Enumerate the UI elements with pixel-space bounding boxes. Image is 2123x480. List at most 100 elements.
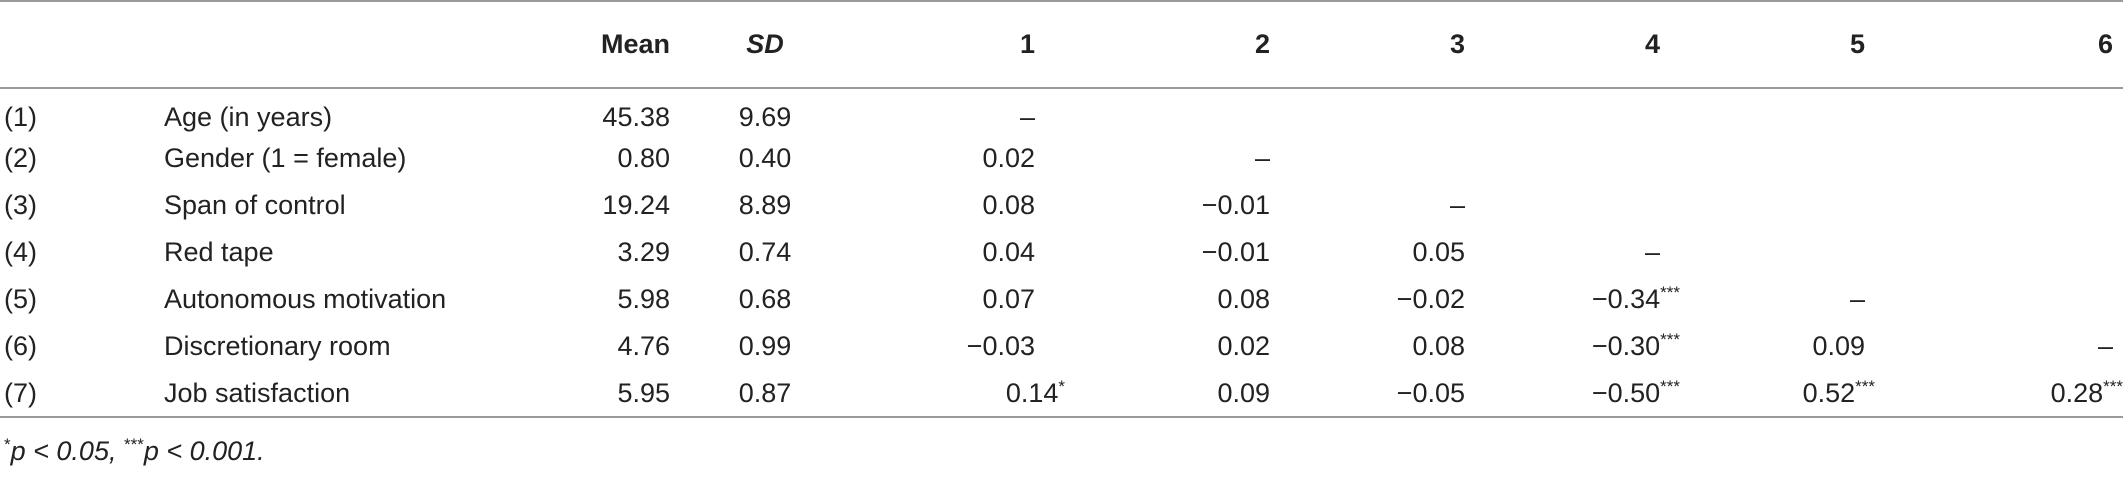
correlation-value: – (1254, 143, 1270, 173)
correlation-value: – (1449, 190, 1465, 220)
significance-marker: *** (1660, 330, 1680, 349)
correlation-cell-2: 0.09 (1065, 370, 1270, 417)
sd-value: 9.69 (738, 101, 792, 132)
header-mean: Mean (600, 29, 670, 59)
correlation-cell-6 (1875, 182, 2123, 229)
correlation-value: 0.08 (1412, 331, 1465, 361)
footnote-text-2: p < 0.001. (143, 436, 265, 466)
sd-value: 0.99 (738, 331, 792, 361)
variable-name: Discretionary room (164, 331, 391, 361)
correlation-cell-4: −0.30*** (1475, 323, 1680, 370)
correlation-value: −0.03 (966, 331, 1035, 361)
correlation-cell-4: −0.34*** (1475, 276, 1680, 323)
correlation-cell-4: – (1475, 229, 1680, 276)
variable-name: Red tape (164, 237, 274, 267)
correlation-value: 0.09 (1812, 331, 1865, 361)
correlation-cell-4: −0.50*** (1475, 370, 1680, 417)
header-sd: SD (746, 29, 784, 59)
table-row: (5) Autonomous motivation 5.98 0.68 0.07 0.08… (0, 276, 2123, 323)
table-row: (7) Job satisfaction 5.95 0.87 0.14* 0.09 −0.0… (0, 370, 2123, 417)
footnote-text-1: p < 0.05, (10, 436, 124, 466)
header-row: Mean SD 1 2 3 4 5 6 (0, 1, 2123, 88)
table-row: (6) Discretionary room 4.76 0.99 −0.03 0.02 0.… (0, 323, 2123, 370)
correlation-value: 0.05 (1412, 237, 1465, 267)
correlation-value: −0.30 (1591, 331, 1661, 361)
correlation-cell-4 (1475, 135, 1680, 182)
correlation-value: −0.05 (1396, 377, 1465, 408)
variable-name: Job satisfaction (164, 377, 351, 408)
mean-value: 5.95 (617, 377, 670, 408)
correlation-cell-5: 0.52*** (1680, 370, 1875, 417)
significance-marker: * (1058, 376, 1065, 396)
variable-name: Gender (1 = female) (164, 143, 407, 173)
correlation-cell-6 (1875, 135, 2123, 182)
correlation-cell-4 (1475, 88, 1680, 135)
correlation-value: – (2097, 331, 2113, 361)
correlation-table-container: Mean SD 1 2 3 4 5 6 (1) Age (in years) 45.… (0, 1, 2123, 417)
row-number: (7) (4, 377, 37, 408)
correlation-cell-3 (1270, 135, 1475, 182)
variable-name: Autonomous motivation (164, 284, 447, 314)
correlation-cell-5: – (1680, 276, 1875, 323)
correlation-cell-1: 0.02 (860, 135, 1065, 182)
table-row: (1) Age (in years) 45.38 9.69 – (0, 88, 2123, 135)
correlation-cell-5 (1680, 182, 1875, 229)
mean-value: 19.24 (602, 190, 670, 220)
footnote-sup-2: *** (123, 435, 144, 454)
row-number: (5) (4, 284, 37, 314)
mean-value: 45.38 (602, 101, 670, 132)
header-col-3: 3 (1449, 29, 1465, 59)
correlation-cell-1: 0.14* (860, 370, 1065, 417)
correlation-cell-6: 0.28*** (1875, 370, 2123, 417)
sd-value: 0.87 (738, 377, 792, 408)
correlation-cell-3: −0.02 (1270, 276, 1475, 323)
correlation-cell-5: 0.09 (1680, 323, 1875, 370)
correlation-cell-2 (1065, 88, 1270, 135)
sd-value: 0.40 (738, 143, 792, 173)
correlation-cell-4 (1475, 182, 1680, 229)
correlation-value: 0.09 (1217, 377, 1270, 408)
row-number: (6) (4, 331, 37, 361)
table-row: (2) Gender (1 = female) 0.80 0.40 0.02 – (0, 135, 2123, 182)
header-col-1: 1 (1019, 29, 1035, 59)
correlation-value: −0.02 (1396, 284, 1465, 314)
correlation-value: 0.04 (982, 237, 1035, 267)
correlation-cell-2: −0.01 (1065, 229, 1270, 276)
correlation-cell-2: 0.08 (1065, 276, 1270, 323)
correlation-value: −0.34 (1591, 284, 1661, 314)
mean-value: 3.29 (617, 237, 670, 267)
correlation-cell-5 (1680, 135, 1875, 182)
correlation-cell-2: −0.01 (1065, 182, 1270, 229)
table-footnote: *p < 0.05, ***p < 0.001. (4, 436, 265, 467)
header-col-4: 4 (1644, 29, 1660, 59)
significance-marker: *** (1855, 376, 1875, 396)
correlation-cell-6 (1875, 276, 2123, 323)
row-number: (2) (4, 143, 37, 173)
sd-value: 0.68 (738, 284, 792, 314)
correlation-cell-1: −0.03 (860, 323, 1065, 370)
header-blank-var (160, 1, 530, 88)
correlation-cell-1: 0.04 (860, 229, 1065, 276)
row-number: (3) (4, 190, 37, 220)
correlation-table: Mean SD 1 2 3 4 5 6 (1) Age (in years) 45.… (0, 1, 2123, 417)
correlation-value: 0.14 (1005, 377, 1059, 408)
variable-name: Span of control (164, 190, 346, 220)
significance-marker: *** (1660, 283, 1680, 302)
correlation-cell-1: 0.07 (860, 276, 1065, 323)
correlation-cell-5 (1680, 88, 1875, 135)
mean-value: 5.98 (617, 284, 670, 314)
correlation-cell-2: 0.02 (1065, 323, 1270, 370)
correlation-cell-5 (1680, 229, 1875, 276)
row-number: (1) (4, 101, 37, 132)
significance-marker: *** (2103, 376, 2123, 396)
sd-value: 8.89 (738, 190, 792, 220)
correlation-cell-2: – (1065, 135, 1270, 182)
correlation-value: – (1019, 101, 1035, 132)
correlation-value: −0.01 (1201, 237, 1270, 267)
table-body: (1) Age (in years) 45.38 9.69 – (2) Gender (1 … (0, 88, 2123, 417)
correlation-cell-6 (1875, 88, 2123, 135)
footnote-sup-1: * (4, 435, 11, 454)
correlation-value: −0.01 (1201, 190, 1270, 220)
correlation-cell-6: – (1875, 323, 2123, 370)
row-number: (4) (4, 237, 37, 267)
